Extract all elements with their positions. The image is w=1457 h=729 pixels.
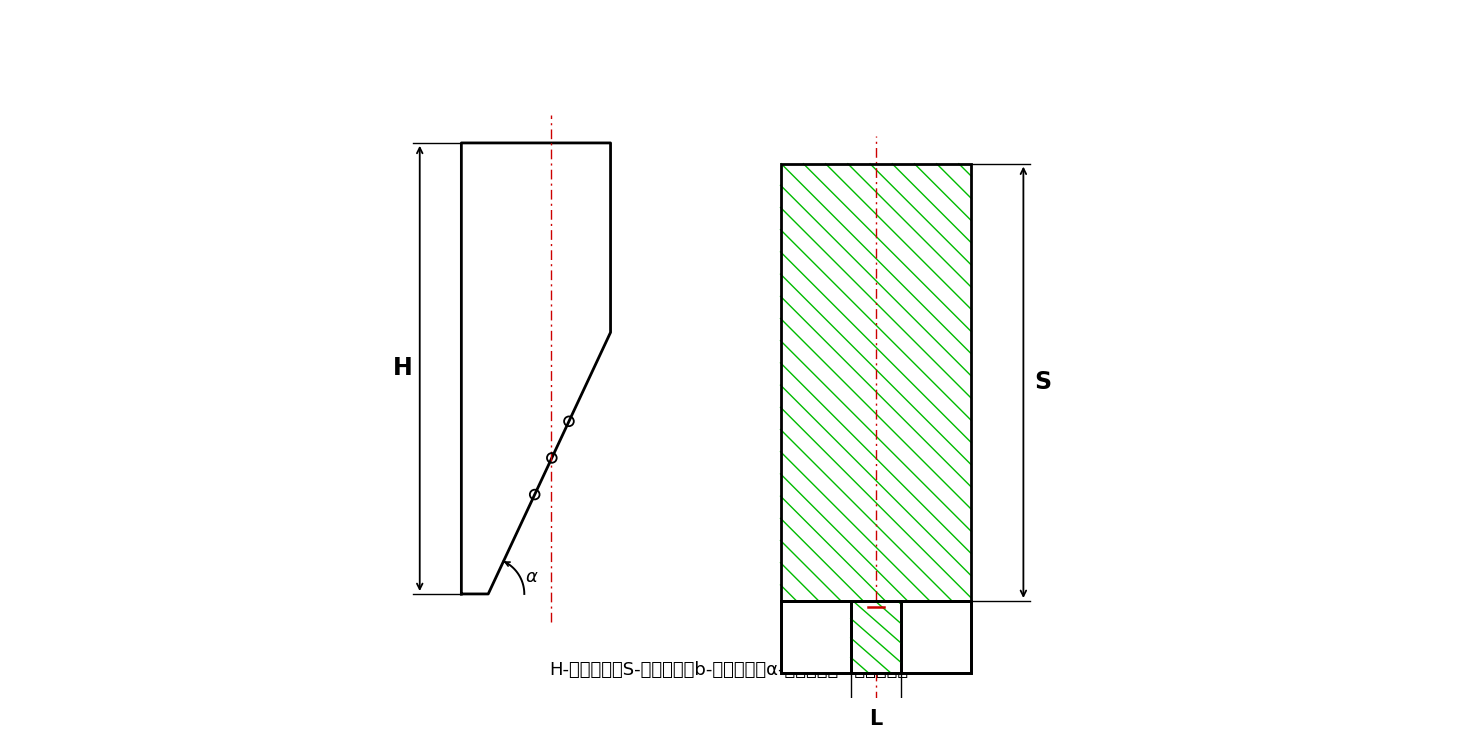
Bar (781, 601, 972, 673)
Bar (851, 601, 902, 673)
Text: α: α (526, 568, 538, 585)
Bar (781, 164, 972, 601)
Bar (851, 601, 902, 673)
Text: b: b (809, 607, 823, 628)
Text: S: S (1034, 370, 1052, 394)
Text: H: H (392, 356, 412, 381)
Bar (781, 601, 972, 673)
Text: b: b (928, 607, 944, 628)
Text: L: L (870, 709, 883, 729)
Text: H-试块高度；S-探测距离；b-斜槽深度；α-斜槽角度；L-人工孔长度: H-试块高度；S-探测距离；b-斜槽深度；α-斜槽角度；L-人工孔长度 (549, 661, 908, 679)
Polygon shape (462, 143, 610, 594)
